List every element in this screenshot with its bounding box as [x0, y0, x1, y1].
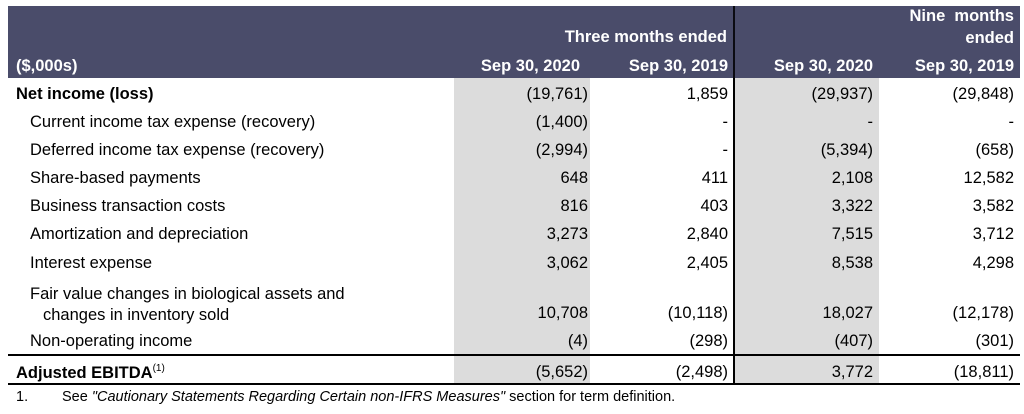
- footnote-marker: (1): [152, 363, 165, 374]
- cell-9m-2019: (658): [975, 141, 1014, 159]
- cell-q3-2020: 816: [560, 197, 588, 215]
- cell-9m-2020: (5,394): [820, 141, 873, 159]
- col-header-2: Sep 30, 2019: [628, 57, 728, 75]
- cell-9m-2020: 3,322: [831, 197, 873, 215]
- cell-q3-2020: (2,994): [535, 141, 588, 159]
- cell-q3-2019: (2,498): [675, 363, 728, 381]
- cell-9m-2019: -: [1008, 113, 1015, 131]
- cell-9m-2020: (407): [834, 332, 873, 350]
- col-header-4: Sep 30, 2019: [914, 57, 1014, 75]
- row-label: Share-based payments: [30, 169, 201, 187]
- row-label-line1: Fair value changes in biological assets …: [30, 285, 345, 303]
- cell-q3-2020: 3,273: [546, 225, 588, 243]
- table-row-amortization: Amortization and depreciation 3,273 2,84…: [8, 221, 1020, 249]
- row-label: Interest expense: [30, 254, 152, 272]
- period-divider-line: [733, 78, 735, 383]
- cell-9m-2019: (12,178): [952, 304, 1014, 322]
- table-row-deferred-tax: Deferred income tax expense (recovery) (…: [8, 137, 1020, 165]
- table-row-share-based: Share-based payments 648 411 2,108 12,58…: [8, 165, 1020, 193]
- table-row-current-tax: Current income tax expense (recovery) (1…: [8, 109, 1020, 137]
- cell-9m-2020: 3,772: [831, 363, 873, 381]
- cell-q3-2019: 2,405: [686, 254, 728, 272]
- units-label: ($,000s): [16, 57, 78, 75]
- cell-q3-2020: 3,062: [546, 254, 588, 272]
- cell-q3-2019: 411: [701, 169, 728, 187]
- header-divider: [733, 6, 735, 78]
- table-row-interest: Interest expense 3,062 2,405 8,538 4,298: [8, 250, 1020, 278]
- total-rule-top: [8, 354, 1020, 356]
- group-nine-months-line1: Nine months: [909, 7, 1014, 25]
- row-label: Adjusted EBITDA(1): [16, 363, 165, 383]
- cell-q3-2019: 2,840: [686, 225, 728, 243]
- cell-q3-2019: (298): [689, 332, 728, 350]
- cell-9m-2019: 12,582: [963, 169, 1014, 187]
- cell-q3-2020: (1,400): [535, 113, 588, 131]
- row-label-text: Adjusted EBITDA: [16, 364, 153, 382]
- cell-q3-2019: 1,859: [686, 85, 728, 103]
- cell-9m-2019: 4,298: [972, 254, 1014, 272]
- cell-q3-2019: -: [722, 141, 729, 159]
- row-label: Business transaction costs: [30, 197, 226, 215]
- cell-9m-2019: 3,712: [972, 225, 1014, 243]
- cell-q3-2019: -: [722, 113, 729, 131]
- cell-9m-2020: 2,108: [831, 169, 873, 187]
- total-rule-bottom: [8, 383, 1020, 385]
- footnote-prefix: See: [62, 389, 92, 405]
- cell-q3-2020: (5,652): [535, 363, 588, 381]
- cell-q3-2019: 403: [700, 197, 728, 215]
- shade-column-3: [735, 78, 879, 383]
- cell-9m-2020: 8,538: [831, 254, 873, 272]
- table-row-adjusted-ebitda: Adjusted EBITDA(1) (5,652) (2,498) 3,772…: [8, 359, 1020, 387]
- cell-9m-2019: 3,582: [972, 197, 1014, 215]
- row-label: Amortization and depreciation: [30, 225, 249, 243]
- shade-column-1: [454, 78, 590, 383]
- footnote-suffix: section for term definition.: [505, 389, 676, 405]
- cell-9m-2020: 18,027: [822, 304, 873, 322]
- cell-q3-2020: (4): [567, 332, 588, 350]
- row-label: Non-operating income: [30, 332, 193, 350]
- table-row-fair-value: Fair value changes in biological assets …: [8, 282, 1020, 326]
- cell-9m-2020: -: [867, 113, 874, 131]
- cell-9m-2019: (18,811): [953, 363, 1014, 381]
- row-label: Fair value changes in biological assets …: [30, 284, 450, 326]
- row-label-line2: changes in inventory sold: [43, 306, 230, 324]
- table-row-non-operating: Non-operating income (4) (298) (407) (30…: [8, 328, 1020, 356]
- cell-q3-2020: (19,761): [526, 85, 588, 103]
- cell-9m-2019: (29,848): [952, 85, 1014, 103]
- footnote-reference: "Cautionary Statements Regarding Certain…: [91, 389, 506, 405]
- row-label: Deferred income tax expense (recovery): [30, 141, 325, 159]
- cell-q3-2020: 648: [560, 169, 588, 187]
- footnote-number: 1.: [16, 389, 29, 405]
- col-header-3: Sep 30, 2020: [773, 57, 873, 75]
- table-header: ($,000s) Three months ended Nine months …: [8, 6, 1020, 78]
- cell-q3-2020: 10,708: [537, 304, 588, 322]
- cell-9m-2020: 7,515: [831, 225, 873, 243]
- group-nine-months-line2: ended: [965, 29, 1014, 47]
- table-row-business-transaction: Business transaction costs 816 403 3,322…: [8, 193, 1020, 221]
- cell-9m-2020: (29,937): [811, 85, 873, 103]
- row-label: Net income (loss): [16, 85, 154, 103]
- footnote: 1. See "Cautionary Statements Regarding C…: [16, 389, 675, 405]
- row-label: Current income tax expense (recovery): [30, 113, 316, 131]
- col-header-1: Sep 30, 2020: [480, 57, 580, 75]
- table-row-net-income: Net income (loss) (19,761) 1,859 (29,937…: [8, 81, 1020, 109]
- cell-q3-2019: (10,118): [667, 304, 728, 322]
- group-three-months: Three months ended: [564, 28, 727, 46]
- cell-9m-2019: (301): [975, 332, 1014, 350]
